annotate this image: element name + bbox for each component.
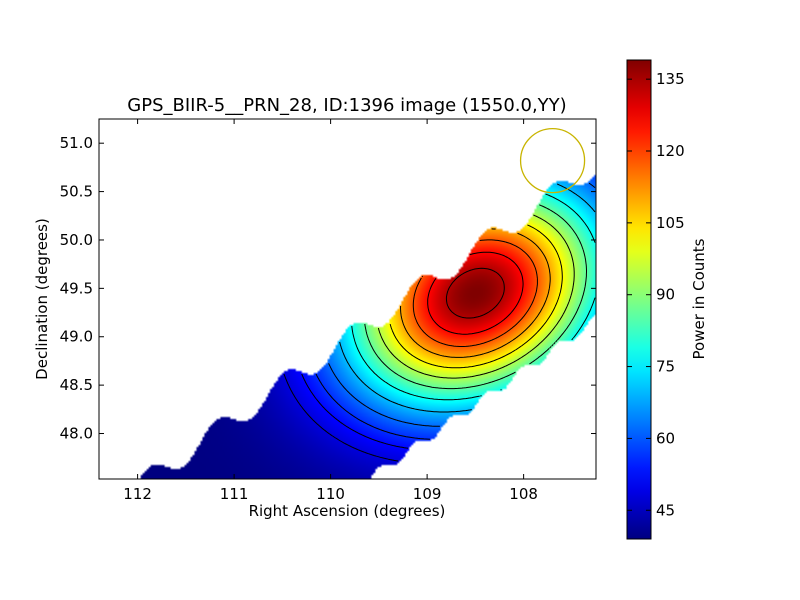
colorbar-tick-label: 90	[656, 286, 675, 304]
y-tick-label: 50.5	[60, 183, 93, 201]
contour-line	[328, 182, 596, 427]
contour-line	[364, 204, 587, 390]
y-tick-label: 48.0	[60, 425, 93, 443]
contour-line	[351, 193, 596, 401]
contour-lines	[283, 182, 596, 462]
colorbar-label: Power in Counts	[690, 238, 708, 359]
contour-line	[377, 214, 575, 379]
contour-line	[315, 373, 431, 440]
colorbar-tick-label: 120	[656, 142, 685, 160]
y-tick-label: 49.0	[60, 328, 93, 346]
axes-frame	[98, 118, 597, 480]
y-tick-label: 50.0	[60, 231, 93, 249]
y-tick-label: 49.5	[60, 279, 93, 297]
x-tick-label: 109	[413, 485, 442, 503]
x-tick-label: 112	[123, 485, 152, 503]
colorbar-tick-label: 105	[656, 214, 685, 232]
contour-line	[339, 183, 596, 413]
colorbar-tick-label: 45	[656, 501, 675, 519]
contour-line	[400, 228, 551, 358]
contour-line	[301, 373, 409, 449]
x-tick-label: 110	[316, 485, 345, 503]
contour-line	[427, 251, 524, 335]
y-axis-ticks: 48.0 48.5 49.0 49.5 50.0 50.5 51.0	[60, 134, 596, 443]
colorbar: 45 60 75 90 105 120 135 Power in Counts	[626, 59, 708, 540]
contour-line	[389, 224, 563, 369]
heatmap-image	[99, 119, 596, 479]
beam-marker	[519, 127, 586, 194]
contour-line	[283, 373, 399, 462]
x-tick-label: 111	[220, 485, 249, 503]
contour-line	[445, 267, 505, 319]
colorbar-bar	[626, 59, 652, 540]
colorbar-tick-label: 135	[656, 70, 685, 88]
colorbar-tick-label: 60	[656, 429, 675, 447]
x-tick-label: 108	[509, 485, 538, 503]
y-axis-label: Declination (degrees)	[33, 218, 51, 380]
contour-line	[412, 239, 538, 347]
y-tick-label: 51.0	[60, 134, 93, 152]
x-axis-label: Right Ascension (degrees)	[249, 502, 446, 520]
colorbar-ticks: 45 60 75 90 105 120 135	[627, 70, 685, 519]
chart-title: GPS_BIIR-5__PRN_28, ID:1396 image (1550.…	[127, 95, 566, 116]
plot-area	[98, 118, 597, 480]
x-axis-ticks: 112 111 110 109 108	[123, 119, 538, 503]
colorbar-tick-label: 75	[656, 358, 675, 376]
y-tick-label: 48.5	[60, 376, 93, 394]
